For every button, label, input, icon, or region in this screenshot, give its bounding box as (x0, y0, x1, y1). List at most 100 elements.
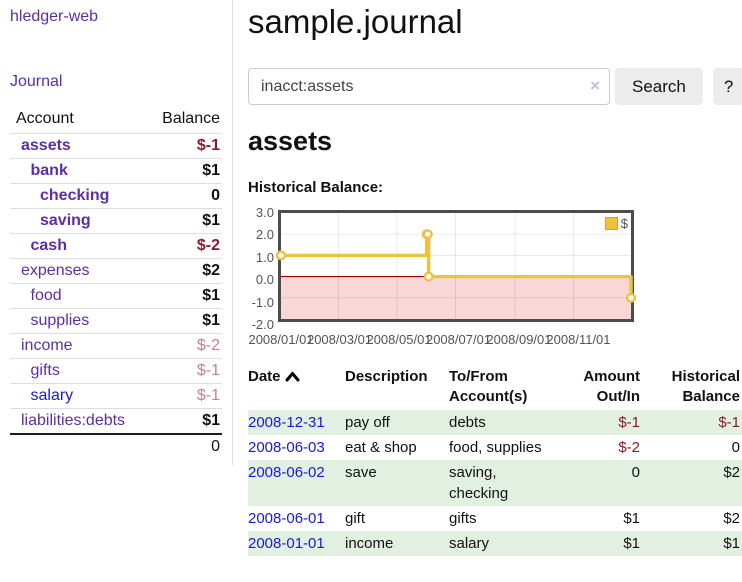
account-link[interactable]: income (21, 337, 73, 354)
account-balance: $1 (202, 287, 220, 304)
search-bar: × Search ? (248, 68, 742, 105)
transaction-amount: $1 (561, 531, 642, 556)
sidebar: hledger-web Journal Account Balance asse… (0, 0, 233, 465)
transaction-amount: $-2 (618, 439, 640, 456)
register-row: 2008-12-31 pay off debts $-1 $-1 (248, 410, 742, 435)
chart-legend: $ (604, 216, 628, 231)
register-col-balance: Historical Balance (671, 368, 740, 405)
legend-label: $ (620, 216, 628, 231)
account-row: saving $1 (10, 208, 222, 234)
chart-heading: Historical Balance: (248, 179, 384, 196)
account-heading: assets (248, 126, 333, 156)
account-link[interactable]: supplies (30, 312, 90, 329)
register-col-description: Description (345, 368, 428, 385)
account-row: gifts $-1 (10, 358, 222, 384)
account-link[interactable]: food (30, 287, 62, 304)
register-header-row: Date Description To/From Account(s) Amount … (248, 366, 742, 410)
transaction-date-link[interactable]: 2008-06-01 (248, 510, 325, 527)
transaction-amount: 0 (561, 460, 642, 506)
brand-link[interactable]: hledger-web (10, 8, 99, 25)
historical-balance-chart: $ 3.0 2.0 1.0 0.0 -1.0 -2.0 2008/01/01 2008/03… (248, 205, 648, 353)
register-col-accounts: To/From Account(s) (449, 368, 528, 405)
sidebar-nav: Journal (10, 73, 222, 91)
register-col-amount: Amount Out/In (583, 368, 640, 405)
account-link[interactable]: assets (21, 137, 71, 154)
main-content: sample.journal × Search ? assets Histori… (233, 0, 742, 556)
account-link[interactable]: cash (30, 237, 67, 254)
account-balance: $1 (202, 412, 220, 429)
transaction-balance: $2 (642, 460, 742, 506)
account-link[interactable]: liabilities:debts (21, 412, 126, 429)
register-table-body: 2008-12-31 pay off debts $-1 $-1 2008-06-03 ea… (248, 410, 742, 556)
transaction-description: pay off (345, 410, 449, 435)
clear-search-icon[interactable]: × (590, 76, 600, 95)
account-balance: $2 (202, 262, 220, 279)
transaction-date-link[interactable]: 2008-06-03 (248, 439, 325, 456)
account-link[interactable]: checking (40, 187, 110, 204)
transaction-balance: 0 (731, 439, 740, 456)
search-button[interactable]: Search (615, 68, 703, 105)
x-tick-label: 2008/03/01 (306, 332, 373, 347)
account-row: cash $-2 (10, 233, 222, 259)
account-row: income $-2 (10, 333, 222, 359)
account-balance: $1 (202, 312, 220, 329)
account-row: food $1 (10, 283, 222, 309)
y-tick-label: -2.0 (251, 317, 274, 332)
transaction-description: income (345, 531, 449, 556)
account-link[interactable]: saving (40, 212, 91, 229)
account-row: liabilities:debts $1 (10, 408, 222, 435)
journal-link[interactable]: Journal (10, 73, 63, 90)
transaction-accounts: salary (449, 531, 561, 556)
x-tick-label: 2008/05/01 (366, 332, 432, 347)
transaction-amount: $1 (623, 510, 640, 527)
accounts-total-balance: 0 (211, 438, 220, 455)
account-balance: 0 (211, 187, 220, 204)
transaction-amount: $-1 (561, 410, 642, 435)
account-balance: $-2 (196, 237, 220, 254)
x-tick-label: 2008/09/01 (486, 332, 552, 347)
help-button[interactable]: ? (712, 68, 742, 105)
account-row: supplies $1 (10, 308, 222, 334)
account-row: checking 0 (10, 183, 222, 209)
account-link[interactable]: bank (30, 162, 68, 179)
account-table-body: assets $-1 bank $1 checking 0 saving $1 cash $-2 e… (10, 133, 222, 460)
x-tick-label: 2008/01/01 (248, 332, 314, 347)
account-row: assets $-1 (10, 133, 222, 159)
app-brand: hledger-web (10, 8, 222, 26)
y-tick-label: 1.0 (255, 249, 274, 265)
register-row: 2008-01-01 income salary $1 $1 (248, 531, 742, 556)
account-balance: $-1 (196, 387, 220, 404)
y-tick-label: -1.0 (251, 294, 274, 310)
register-row: 2008-06-03 eat & shop food, supplies $-2 0 (248, 435, 742, 460)
sort-ascending-icon (285, 372, 300, 382)
register-table: Date Description To/From Account(s) Amount … (248, 366, 742, 556)
transaction-date-link[interactable]: 2008-06-02 (248, 464, 325, 481)
register-col-date[interactable]: Date (248, 366, 345, 410)
legend-swatch-icon (604, 217, 618, 230)
transaction-date-link[interactable]: 2008-12-31 (248, 414, 325, 431)
transaction-description: eat & shop (345, 439, 417, 456)
account-row: expenses $2 (10, 258, 222, 284)
account-row: bank $1 (10, 158, 222, 184)
page-title: sample.journal (248, 3, 463, 40)
register-row: 2008-06-01 gift gifts $1 $2 (248, 506, 742, 531)
account-link[interactable]: gifts (30, 362, 60, 379)
x-tick-label: 2008/11/01 (546, 332, 611, 347)
y-tick-label: 2.0 (255, 227, 274, 243)
account-link[interactable]: expenses (21, 262, 90, 279)
account-balance: $-1 (196, 137, 220, 154)
account-row: salary $-1 (10, 383, 222, 409)
account-balance: $1 (202, 162, 220, 179)
transaction-accounts: gifts (449, 510, 477, 527)
transaction-balance: $-1 (642, 410, 742, 435)
transaction-description: gift (345, 510, 366, 527)
transaction-balance: $1 (642, 531, 742, 556)
search-input[interactable] (248, 68, 610, 105)
accounts-total-row: 0 (10, 434, 222, 459)
register-row: 2008-06-02 save saving, checking 0 $2 (248, 460, 742, 506)
transaction-date-link[interactable]: 2008-01-01 (248, 535, 325, 552)
account-balance: $-2 (196, 337, 220, 354)
transaction-accounts: saving, checking (449, 460, 561, 506)
account-link[interactable]: salary (30, 387, 74, 404)
x-tick-label: 2008/07/01 (425, 332, 492, 347)
